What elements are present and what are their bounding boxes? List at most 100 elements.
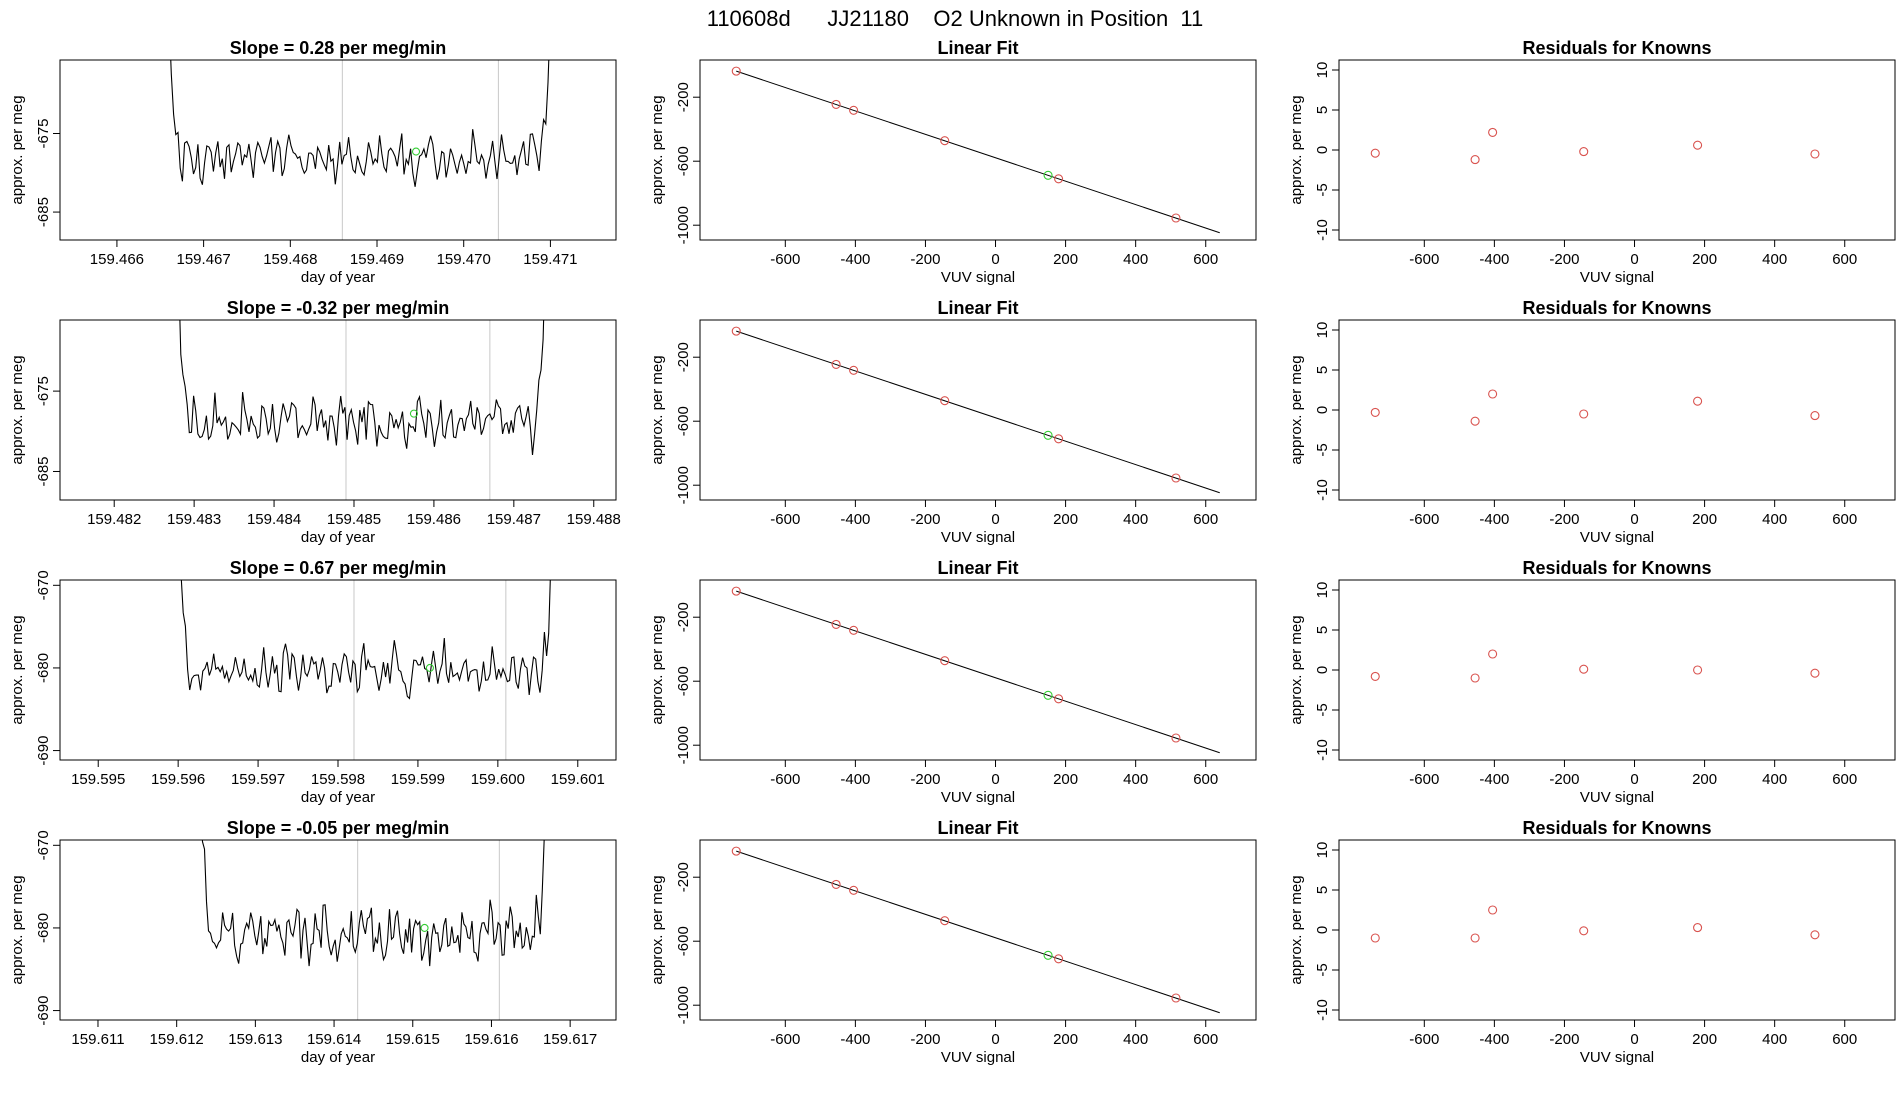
- residual-point: [1488, 649, 1498, 659]
- x-tick-label: -200: [910, 771, 940, 788]
- x-tick-label: 159.596: [151, 771, 205, 788]
- x-tick-label: 600: [1193, 771, 1218, 788]
- y-tick-label: -600: [675, 926, 692, 956]
- y-axis-label: approx. per meg: [649, 875, 666, 984]
- known-standard-point: [1171, 473, 1181, 483]
- y-tick-label: -600: [675, 666, 692, 696]
- residuals-panel-2: Residuals for Knowns -600 -400 -200 0 200 400 6…: [1288, 298, 1896, 546]
- x-tick-label: 200: [1692, 771, 1717, 788]
- x-tick-label: 400: [1762, 771, 1787, 788]
- chart-title: Slope = 0.67 per meg/min: [230, 558, 447, 578]
- plot-frame: [59, 839, 617, 1021]
- y-tick-label: -690: [35, 996, 52, 1026]
- residual-point: [1470, 933, 1480, 943]
- x-tick-label: 0: [1630, 771, 1638, 788]
- signal-trace-line: [170, 60, 550, 187]
- x-tick-label: 159.469: [350, 251, 404, 268]
- x-axis-label: VUV signal: [941, 789, 1015, 806]
- known-standard-point: [731, 66, 741, 76]
- time-series-panel-3: Slope = 0.67 per meg/min 159.595 159.596 15…: [9, 558, 617, 806]
- x-tick-label: 0: [991, 251, 999, 268]
- y-tick-label: -10: [1314, 739, 1331, 761]
- x-tick-label: -600: [770, 251, 800, 268]
- known-standard-point: [831, 879, 841, 889]
- residual-point: [1810, 411, 1820, 421]
- chart-title: Slope = -0.32 per meg/min: [227, 298, 450, 318]
- x-tick-label: 159.599: [391, 771, 445, 788]
- y-tick-label: 5: [1314, 886, 1331, 894]
- residual-point: [1810, 930, 1820, 940]
- plot-area: [179, 320, 545, 500]
- x-tick-label: -200: [1549, 251, 1579, 268]
- residual-point: [1488, 389, 1498, 399]
- y-tick-label: -1000: [675, 986, 692, 1024]
- known-standard-point: [940, 396, 950, 406]
- known-standard-point: [1054, 174, 1064, 184]
- signal-trace-line: [180, 580, 551, 700]
- x-tick-label: -200: [1549, 771, 1579, 788]
- unknown-mean-point: [425, 663, 434, 672]
- y-tick-label: -10: [1314, 219, 1331, 241]
- x-tick-label: -400: [1479, 1031, 1509, 1048]
- x-tick-label: -400: [840, 511, 870, 528]
- y-tick-label: -600: [675, 406, 692, 436]
- linear-fit-panel-3: Linear Fit -600 -400 -200 0 200 400 600 VUV sign…: [649, 558, 1257, 806]
- plot-frame: [699, 319, 1257, 501]
- residual-point: [1470, 155, 1480, 165]
- y-tick-label: -680: [35, 913, 52, 943]
- y-tick-label: 0: [1314, 406, 1331, 414]
- x-tick-label: 159.467: [177, 251, 231, 268]
- y-tick-label: -200: [675, 862, 692, 892]
- plot-frame: [59, 579, 617, 761]
- chart-title: Linear Fit: [937, 298, 1018, 318]
- x-tick-label: 159.615: [386, 1031, 440, 1048]
- x-tick-label: 200: [1053, 251, 1078, 268]
- x-tick-label: 159.471: [523, 251, 577, 268]
- residual-point: [1470, 416, 1480, 426]
- x-tick-label: -200: [910, 1031, 940, 1048]
- y-tick-label: 0: [1314, 926, 1331, 934]
- known-standard-point: [731, 846, 741, 856]
- residuals-panel-3: Residuals for Knowns -600 -400 -200 0 200 400 6…: [1288, 558, 1896, 806]
- y-tick-label: 10: [1314, 62, 1331, 79]
- unknown-point: [1043, 950, 1053, 960]
- y-axis-label: approx. per meg: [649, 355, 666, 464]
- known-standard-point: [1054, 694, 1064, 704]
- y-axis-label: approx. per meg: [9, 95, 26, 204]
- x-tick-label: 159.484: [247, 511, 301, 528]
- known-standard-point: [1171, 733, 1181, 743]
- x-tick-label: 159.614: [307, 1031, 361, 1048]
- plot-area: [731, 326, 1220, 494]
- x-tick-label: 200: [1053, 511, 1078, 528]
- plot-area: [201, 840, 545, 1020]
- x-tick-label: 200: [1053, 771, 1078, 788]
- x-tick-label: 600: [1832, 771, 1857, 788]
- x-tick-label: -600: [770, 1031, 800, 1048]
- y-tick-label: 5: [1314, 106, 1331, 114]
- x-tick-label: 159.597: [231, 771, 285, 788]
- x-tick-label: 159.487: [487, 511, 541, 528]
- y-tick-label: -670: [35, 570, 52, 600]
- x-axis-label: day of year: [301, 529, 375, 546]
- x-tick-label: 159.616: [464, 1031, 518, 1048]
- x-tick-label: 159.482: [87, 511, 141, 528]
- y-axis-label: approx. per meg: [9, 875, 26, 984]
- y-axis-label: approx. per meg: [1288, 875, 1305, 984]
- x-tick-label: 0: [991, 511, 999, 528]
- residual-point: [1579, 926, 1589, 936]
- x-tick-label: -400: [1479, 511, 1509, 528]
- x-tick-label: 0: [991, 771, 999, 788]
- residuals-panel-1: Residuals for Knowns -600 -400 -200 0 200 400 6…: [1288, 38, 1896, 286]
- x-tick-label: 400: [1762, 1031, 1787, 1048]
- y-axis-label: approx. per meg: [1288, 355, 1305, 464]
- chart-title: Linear Fit: [937, 38, 1018, 58]
- y-tick-label: -675: [35, 118, 52, 148]
- y-tick-label: -690: [35, 736, 52, 766]
- residual-point: [1810, 668, 1820, 678]
- linear-fit-panel-1: Linear Fit -600 -400 -200 0 200 400 600 VUV sign…: [649, 38, 1257, 286]
- unknown-mean-point: [409, 409, 418, 418]
- x-tick-label: 159.600: [471, 771, 525, 788]
- y-tick-label: -10: [1314, 479, 1331, 501]
- residual-point: [1693, 923, 1703, 933]
- chart-title: Residuals for Knowns: [1522, 298, 1711, 318]
